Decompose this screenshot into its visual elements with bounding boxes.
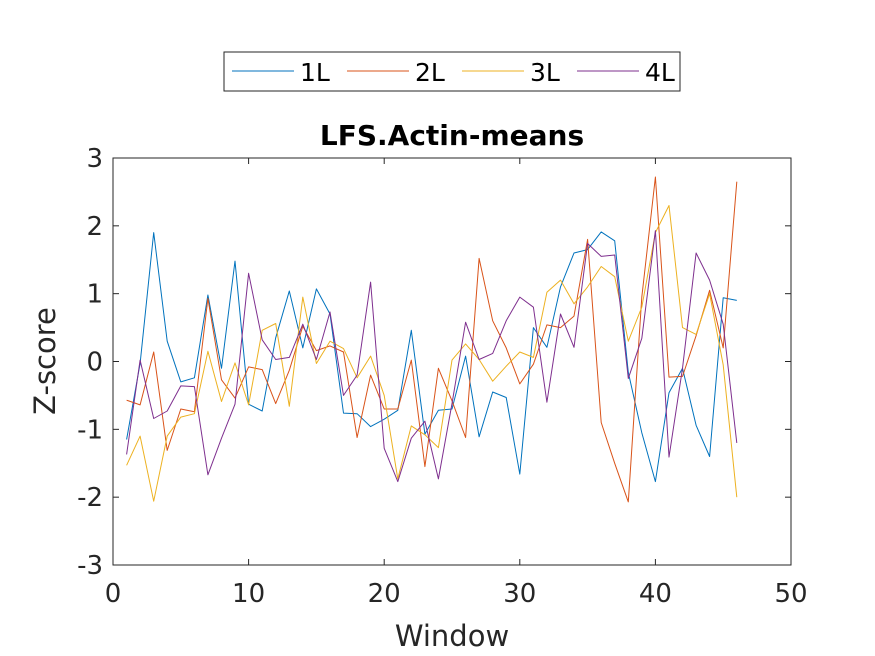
y-tick-label: 0 bbox=[86, 348, 103, 378]
y-tick-label: -2 bbox=[77, 483, 103, 513]
y-tick-label: 3 bbox=[86, 144, 103, 174]
y-tick-label: -3 bbox=[77, 551, 103, 581]
legend-label: 1L bbox=[300, 58, 330, 87]
series-line-2L bbox=[126, 176, 738, 503]
y-tick-label: -1 bbox=[77, 415, 103, 445]
legend-label: 4L bbox=[645, 58, 675, 87]
x-tick-label: 10 bbox=[232, 579, 265, 609]
series-line-3L bbox=[126, 205, 738, 502]
x-tick-label: 20 bbox=[368, 579, 401, 609]
ticks-layer: 0 10 20 30 40 50 -3 -2 -1 0 1 2 3 bbox=[77, 144, 807, 609]
legend: 1L 2L 3L 4L bbox=[223, 51, 681, 92]
x-tick-label: 30 bbox=[503, 579, 536, 609]
series-line-4L bbox=[126, 230, 738, 483]
y-axis-title: Z-score bbox=[28, 307, 62, 415]
x-tick-label: 50 bbox=[774, 579, 807, 609]
x-axis-title: Window bbox=[395, 619, 509, 653]
x-tick-label: 40 bbox=[639, 579, 672, 609]
chart-title: LFS.Actin-means bbox=[320, 119, 584, 152]
y-tick-label: 1 bbox=[86, 280, 103, 310]
legend-label: 2L bbox=[415, 58, 445, 87]
legend-label: 3L bbox=[530, 58, 560, 87]
x-tick-label: 0 bbox=[105, 579, 122, 609]
series-layer bbox=[126, 176, 738, 503]
y-tick-label: 2 bbox=[86, 212, 103, 242]
